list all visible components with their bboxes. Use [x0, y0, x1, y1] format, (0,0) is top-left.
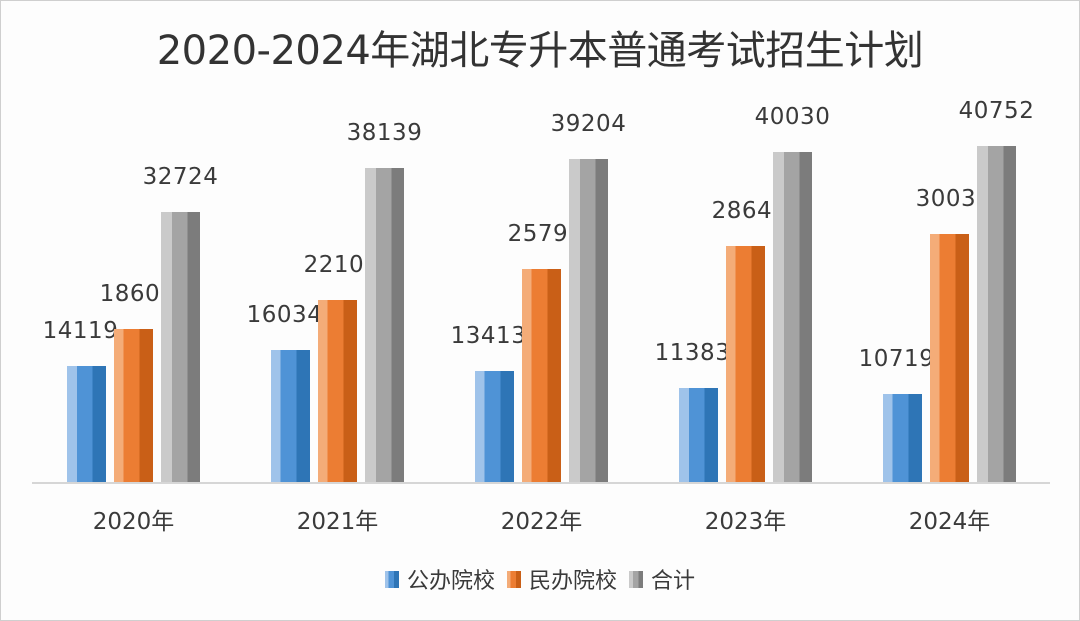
data-label: 10719	[858, 346, 935, 372]
bar-private-2024	[930, 234, 969, 482]
legend-item-total: 合计	[629, 563, 695, 595]
x-tick-label: 2024年	[908, 509, 991, 535]
bar-total-2023	[773, 152, 812, 482]
bar-total-2022	[569, 159, 608, 482]
bar-public-2020	[67, 366, 106, 482]
bar-public-2023	[679, 388, 718, 482]
legend-label: 公办院校	[406, 569, 495, 594]
legend: 公办院校 民办院校 合计	[0, 563, 1080, 595]
legend-item-private: 民办院校	[506, 563, 617, 595]
bar-total-2024	[977, 146, 1016, 482]
data-label: 39204	[550, 111, 627, 137]
bar-public-2021	[271, 350, 310, 482]
bar-private-2020	[114, 329, 153, 482]
data-label: 38139	[346, 120, 423, 146]
data-label: 32724	[142, 164, 219, 190]
legend-item-public: 公办院校	[384, 563, 495, 595]
bar-total-2020	[161, 212, 200, 482]
data-label: 40752	[958, 98, 1035, 124]
x-tick-label: 2020年	[92, 509, 175, 535]
bar-public-2022	[475, 371, 514, 482]
bar-private-2021	[318, 300, 357, 482]
bar-public-2024	[883, 394, 922, 482]
chart-title: 2020-2024年湖北专升本普通考试招生计划	[156, 28, 924, 74]
x-axis-line	[32, 482, 1050, 484]
x-tick-label: 2021年	[296, 509, 379, 535]
bar-total-2021	[365, 168, 404, 482]
data-label: 13413	[450, 323, 527, 349]
legend-swatch-icon	[629, 570, 643, 588]
bar-private-2022	[522, 269, 561, 482]
legend-swatch-icon	[384, 570, 399, 588]
data-label: 40030	[754, 104, 831, 130]
x-tick-label: 2022年	[500, 509, 583, 535]
legend-label: 合计	[651, 569, 696, 594]
data-label: 14119	[42, 318, 119, 344]
legend-swatch-icon	[506, 570, 521, 588]
data-label: 11383	[654, 340, 731, 366]
legend-label: 民办院校	[528, 569, 617, 594]
bar-private-2023	[726, 246, 765, 482]
data-label: 16034	[246, 302, 323, 328]
x-tick-label: 2023年	[704, 509, 787, 535]
